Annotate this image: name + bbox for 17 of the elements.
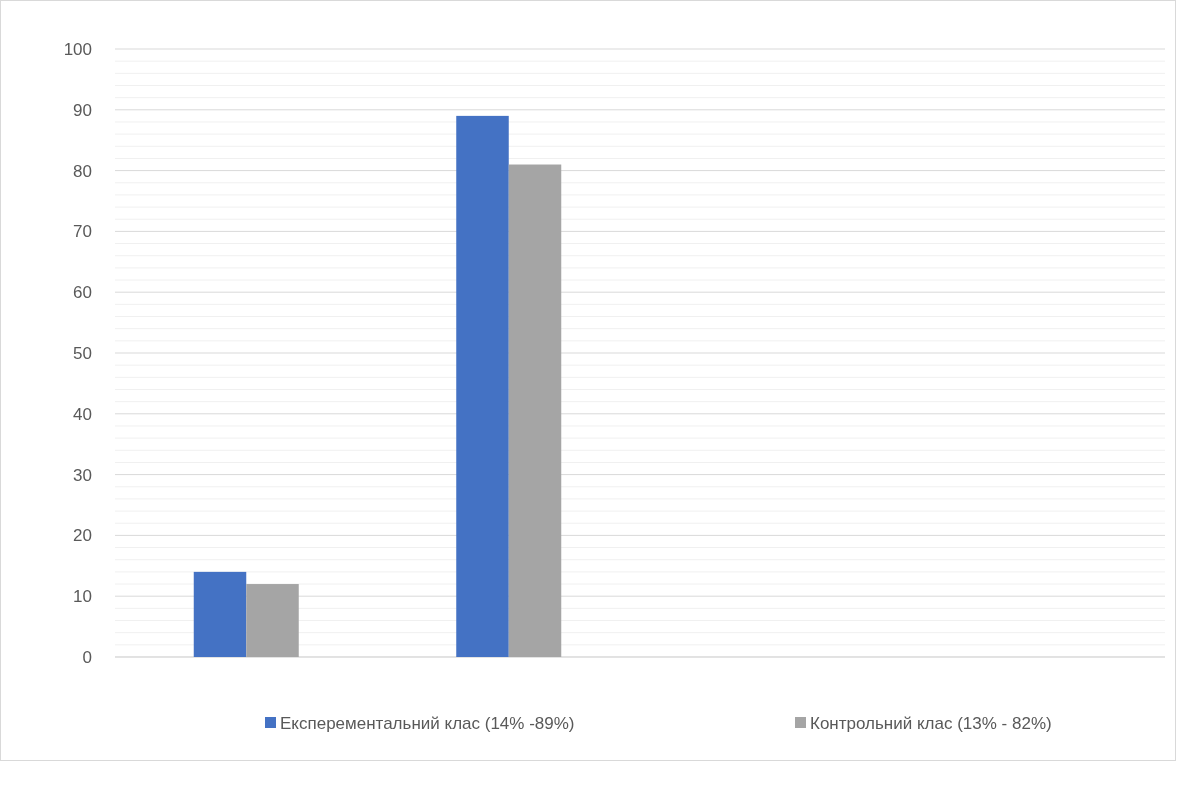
bar (508, 164, 562, 657)
y-tick-label: 90 (73, 100, 92, 120)
y-tick-label: 0 (82, 647, 92, 667)
legend-label: Експерементальний клас (14% -89%) (280, 713, 575, 733)
legend-label: Контрольний клас (13% - 82%) (810, 713, 1052, 733)
y-tick-label: 40 (73, 404, 92, 424)
bar (456, 115, 509, 657)
y-tick-label: 80 (73, 161, 92, 181)
y-tick-label: 30 (73, 465, 92, 485)
bar (246, 584, 299, 657)
y-tick-label: 70 (73, 222, 92, 242)
bar (193, 571, 247, 657)
y-tick-label: 20 (73, 526, 92, 546)
y-tick-label: 100 (63, 39, 92, 59)
y-tick-label: 10 (73, 587, 92, 607)
y-tick-label: 60 (73, 283, 92, 303)
y-tick-label: 50 (73, 343, 92, 363)
